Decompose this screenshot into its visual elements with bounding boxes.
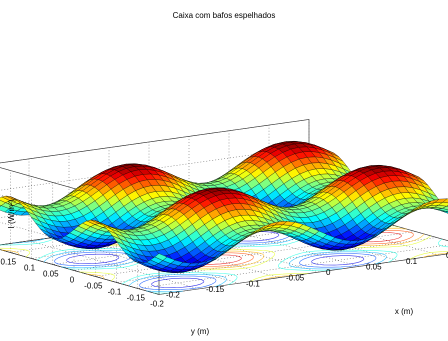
contour-line [54,229,377,290]
x-tick-label: -0.1 [246,279,260,288]
surface-patch [154,253,168,261]
x-tick-label: 0.1 [406,257,418,266]
x-tick-label: 0 [326,268,331,277]
y-axis-label: y (m) [191,327,210,336]
x-tick-label: -0.05 [286,274,305,283]
chart-title: Caixa com bafos espelhados [173,11,276,20]
x-tick-label: 0.15 [446,251,448,260]
grid-line-x [228,130,400,262]
x-axis-label: x (m) [395,307,414,316]
grid-line-x [28,158,200,290]
surface-patch [0,204,2,207]
x-tick-label: -0.15 [206,285,225,294]
surface-mesh [0,141,448,273]
y-tick-label: 0 [70,276,75,285]
y-tick-label: -0.05 [84,282,103,291]
y-tick-label: 0.1 [24,264,36,273]
y-tick-label: -0.2 [150,300,164,309]
y-tick-label: 0.05 [43,270,59,279]
tick-labels: -0.2-0.15-0.1-0.0500.050.10.150.20.20.15… [1,251,448,309]
y-tick-label: 0.15 [1,258,17,267]
x-tick-label: 0.05 [366,262,382,271]
y-tick-label: -0.1 [108,288,122,297]
y-tick-label: -0.15 [127,294,146,303]
x-tick-label: -0.2 [166,291,180,300]
grid-line-x [68,153,240,284]
z-axis-label: I (W/m²) [7,199,16,228]
